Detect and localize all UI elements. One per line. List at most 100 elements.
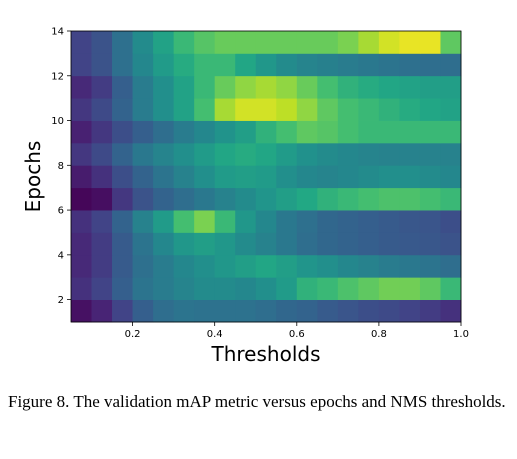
heatmap-cell bbox=[399, 98, 421, 121]
heatmap-cell bbox=[173, 187, 195, 211]
heatmap-cell bbox=[112, 277, 133, 301]
heatmap-cell bbox=[440, 187, 462, 211]
heatmap-cell bbox=[440, 299, 462, 323]
heatmap-cell bbox=[358, 232, 380, 256]
heatmap-cell bbox=[317, 142, 339, 166]
heatmap-cell bbox=[194, 277, 216, 301]
heatmap-cell bbox=[337, 165, 359, 189]
heatmap-cell bbox=[317, 98, 339, 121]
heatmap-cell bbox=[317, 31, 339, 54]
heatmap-cell bbox=[440, 210, 462, 233]
heatmap-cell bbox=[337, 210, 359, 233]
heatmap-cell bbox=[255, 142, 277, 166]
heatmap-cell bbox=[91, 98, 113, 121]
heatmap-cell bbox=[235, 299, 257, 323]
heatmap-cell bbox=[337, 98, 359, 121]
heatmap-cell bbox=[358, 31, 380, 54]
heatmap-cell bbox=[235, 277, 257, 301]
heatmap-cell bbox=[153, 232, 175, 256]
heatmap-cell bbox=[337, 120, 359, 144]
heatmap-cell bbox=[194, 232, 216, 256]
heatmap-cell bbox=[173, 254, 195, 278]
heatmap-cell bbox=[214, 53, 236, 77]
heatmap-cell bbox=[91, 299, 113, 323]
heatmap-cell bbox=[337, 187, 359, 211]
heatmap-cell bbox=[194, 165, 216, 189]
heatmap-cell bbox=[255, 120, 277, 144]
heatmap-cell bbox=[378, 187, 400, 211]
heatmap-cell bbox=[337, 75, 359, 99]
heatmap-cell bbox=[378, 277, 400, 301]
heatmap-cell bbox=[71, 75, 92, 99]
heatmap-cell bbox=[71, 31, 92, 54]
heatmap-cell bbox=[296, 53, 318, 77]
heatmap-cell bbox=[112, 31, 133, 54]
heatmap-cell bbox=[235, 98, 257, 121]
heatmap-cell bbox=[91, 142, 113, 166]
heatmap-cell bbox=[91, 277, 113, 301]
heatmap-cell bbox=[235, 210, 257, 233]
x-axis: 0.2 0.4 0.6 0.8 1.0 bbox=[125, 322, 469, 340]
heatmap-cell bbox=[255, 232, 277, 256]
heatmap-cell bbox=[71, 232, 92, 256]
heatmap-cell bbox=[71, 210, 92, 233]
heatmap-cell bbox=[235, 254, 257, 278]
heatmap-cell bbox=[194, 98, 216, 121]
heatmap-cell bbox=[399, 75, 421, 99]
heatmap-cell bbox=[399, 232, 421, 256]
heatmap-cell bbox=[255, 210, 277, 233]
heatmap-cell bbox=[276, 142, 298, 166]
heatmap-figure: 0.2 0.4 0.6 0.8 1.0 2 4 6 8 10 12 14 Thresholds Ep… bbox=[21, 27, 469, 367]
x-tick-label: 1.0 bbox=[453, 329, 469, 340]
heatmap-cell bbox=[378, 53, 400, 77]
heatmap-cell bbox=[194, 31, 216, 54]
heatmap-cell bbox=[132, 98, 154, 121]
heatmap-cell bbox=[173, 165, 195, 189]
heatmap-cell bbox=[235, 232, 257, 256]
heatmap-cell bbox=[255, 254, 277, 278]
heatmap-cell bbox=[153, 187, 175, 211]
heatmap-cell bbox=[378, 31, 400, 54]
heatmap-cell bbox=[112, 187, 133, 211]
heatmap-cell bbox=[91, 120, 113, 144]
heatmap-cell bbox=[153, 210, 175, 233]
heatmap-cell bbox=[194, 75, 216, 99]
heatmap-cell bbox=[91, 254, 113, 278]
heatmap-cell bbox=[419, 210, 441, 233]
x-tick-label: 0.6 bbox=[289, 329, 305, 340]
heatmap-cell bbox=[276, 165, 298, 189]
heatmap-cell bbox=[296, 277, 318, 301]
heatmap-cell bbox=[194, 187, 216, 211]
heatmap-cell bbox=[91, 210, 113, 233]
heatmap-cell bbox=[358, 165, 380, 189]
heatmap-cells bbox=[71, 31, 462, 323]
heatmap-cell bbox=[440, 165, 462, 189]
heatmap-cell bbox=[358, 53, 380, 77]
heatmap-cell bbox=[173, 98, 195, 121]
heatmap-cell bbox=[173, 53, 195, 77]
heatmap-cell bbox=[71, 299, 92, 323]
heatmap-cell bbox=[214, 120, 236, 144]
y-axis-title: Epochs bbox=[21, 141, 45, 213]
y-axis: 2 4 6 8 10 12 14 bbox=[51, 27, 71, 306]
heatmap-cell bbox=[337, 299, 359, 323]
heatmap-cell bbox=[358, 120, 380, 144]
heatmap-cell bbox=[91, 31, 113, 54]
x-tick-label: 0.4 bbox=[207, 329, 223, 340]
heatmap-cell bbox=[235, 165, 257, 189]
y-tick-label: 8 bbox=[58, 161, 64, 172]
heatmap-cell bbox=[399, 165, 421, 189]
heatmap-cell bbox=[112, 299, 133, 323]
heatmap-cell bbox=[194, 299, 216, 323]
heatmap-cell bbox=[255, 31, 277, 54]
heatmap-cell bbox=[296, 232, 318, 256]
heatmap-cell bbox=[399, 31, 421, 54]
heatmap-cell bbox=[214, 75, 236, 99]
heatmap-cell bbox=[276, 187, 298, 211]
heatmap-cell bbox=[235, 187, 257, 211]
heatmap-cell bbox=[214, 232, 236, 256]
heatmap-cell bbox=[378, 299, 400, 323]
heatmap-cell bbox=[153, 299, 175, 323]
heatmap-cell bbox=[440, 232, 462, 256]
heatmap-cell bbox=[276, 254, 298, 278]
